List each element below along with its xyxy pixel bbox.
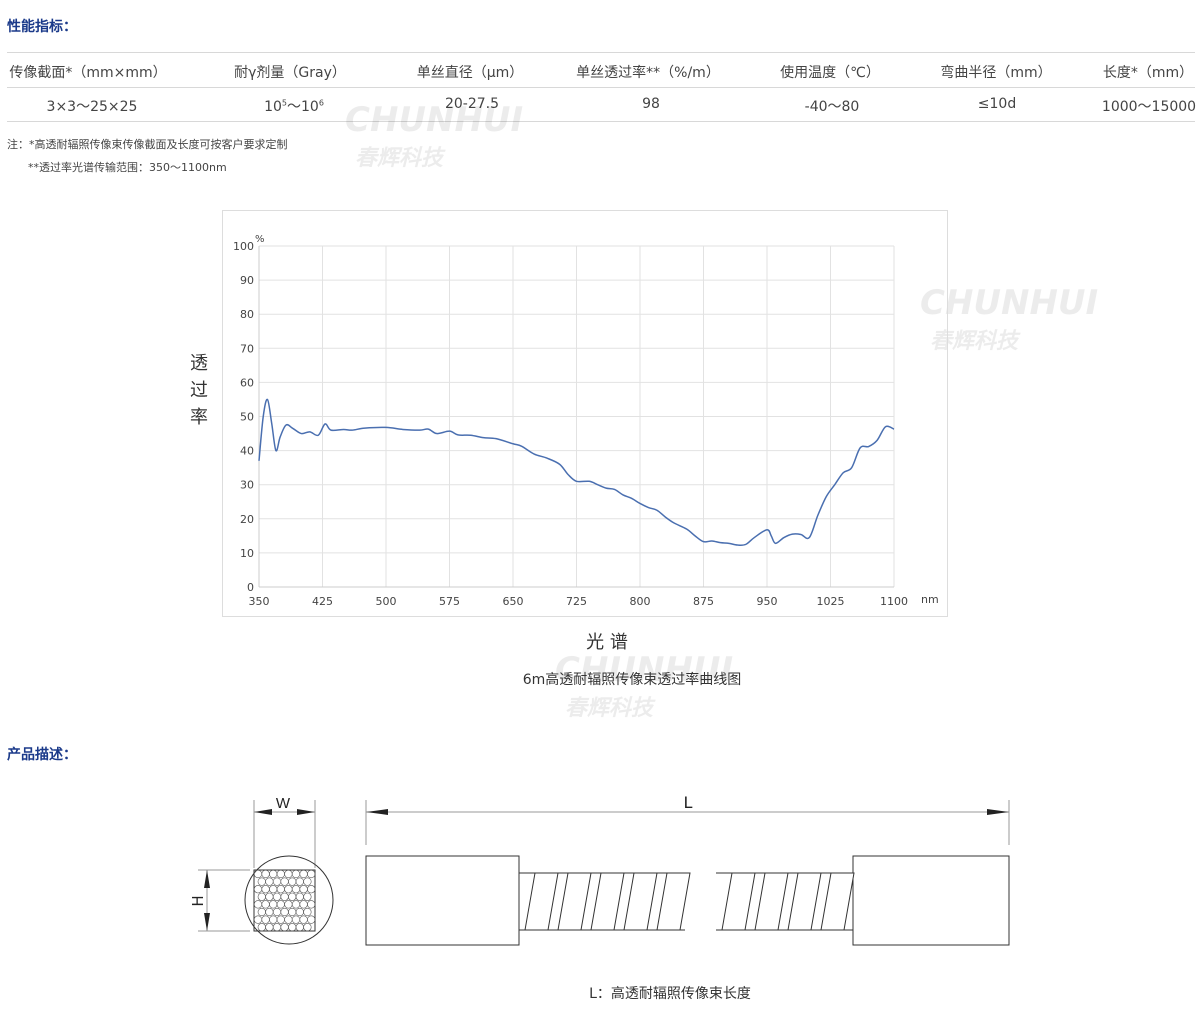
table-header: 长度*（mm） <box>1102 65 1194 81</box>
spec-section-title: 性能指标： <box>7 19 77 35</box>
table-cell: 3×3～25×25 <box>46 99 138 115</box>
transmittance-chart: 0 10 20 30 40 50 60 70 80 90 100 350 425 500 575 650 725… <box>233 234 939 608</box>
dose-min-exp: 5 <box>281 98 287 108</box>
dose-sep: ～ <box>287 99 301 115</box>
x-tick-label: 350 <box>249 595 270 608</box>
l-label: L <box>684 793 693 812</box>
y-tick-label: 10 <box>240 547 254 560</box>
table-cell: 105～106 <box>264 96 324 116</box>
h-label: H <box>189 895 207 906</box>
product-section-title: 产品描述： <box>7 747 77 763</box>
dose-max-exp: 6 <box>318 98 324 108</box>
table-cell: -40～80 <box>804 99 860 115</box>
table-header: 单丝透过率**（%/m） <box>576 65 720 81</box>
x-tick-label: 725 <box>566 595 587 608</box>
transmittance-line <box>258 398 895 546</box>
spiral-hose <box>519 872 855 931</box>
chart-frame <box>222 210 948 617</box>
table-divider <box>7 52 1195 53</box>
note-2: **透过率光谱传输范围：350～1100nm <box>28 161 227 174</box>
table-header: 单丝直径（μm） <box>416 65 524 81</box>
y-tick-label: 90 <box>240 274 254 287</box>
table-cell: 1000～15000 <box>1101 99 1197 115</box>
right-end-fitting <box>852 855 1010 946</box>
table-cell: 20-27.5 <box>444 96 500 112</box>
product-caption: L：高透耐辐照传像束长度 <box>589 986 751 1002</box>
table-header: 弯曲半径（mm） <box>940 65 1052 81</box>
table-divider <box>7 87 1195 88</box>
table-header: 耐γ剂量（Gray） <box>234 65 346 81</box>
table-divider <box>7 121 1195 122</box>
h-arrows <box>204 870 210 931</box>
x-tick-label: 575 <box>439 595 460 608</box>
left-end-fitting <box>365 855 520 946</box>
y-tick-label: 100 <box>233 240 254 253</box>
x-tick-label: 1100 <box>880 595 908 608</box>
x-tick-label: 950 <box>757 595 778 608</box>
x-tick-label: 800 <box>630 595 651 608</box>
table-header: 传像截面*（mm×mm） <box>9 65 167 81</box>
dose-max-base: 10 <box>301 99 319 115</box>
y-tick-label: 20 <box>240 513 254 526</box>
x-axis-label: 光 谱 <box>586 632 628 653</box>
x-tick-label: 650 <box>503 595 524 608</box>
y-tick-label: 60 <box>240 376 254 389</box>
y-tick-label: 0 <box>247 581 254 594</box>
x-tick-label: 500 <box>376 595 397 608</box>
watermark-logo: CHUNHUI 春辉科技 <box>345 100 524 171</box>
y-tick-label: 40 <box>240 445 254 458</box>
watermark-logo: CHUNHUI 春辉科技 <box>920 283 1099 354</box>
w-arrows <box>254 809 315 815</box>
product-drawing: W H L <box>189 793 1010 946</box>
y-unit: % <box>255 234 265 245</box>
y-tick-label: 50 <box>240 411 254 424</box>
x-tick-label: 875 <box>693 595 714 608</box>
dose-min-base: 10 <box>264 99 282 115</box>
y-tick-label: 70 <box>240 342 254 355</box>
table-cell: 98 <box>642 96 660 112</box>
note-1: 注：*高透耐辐照传像束传像截面及长度可按客户要求定制 <box>7 138 288 151</box>
y-axis-label: 透过率 <box>190 353 208 428</box>
watermark-logo: CHUNHUI 春辉科技 <box>555 650 734 721</box>
w-label: W <box>276 795 291 812</box>
x-unit: nm <box>921 593 939 606</box>
y-tick-label: 30 <box>240 479 254 492</box>
chart-caption: 6m高透耐辐照传像束透过率曲线图 <box>522 672 742 688</box>
table-header: 使用温度（℃） <box>780 65 880 81</box>
fiber-grid <box>253 869 316 932</box>
y-tick-label: 80 <box>240 308 254 321</box>
x-tick-label: 1025 <box>817 595 845 608</box>
x-tick-label: 425 <box>312 595 333 608</box>
table-cell: ≤10d <box>977 96 1017 112</box>
cross-section-circle <box>244 855 334 945</box>
